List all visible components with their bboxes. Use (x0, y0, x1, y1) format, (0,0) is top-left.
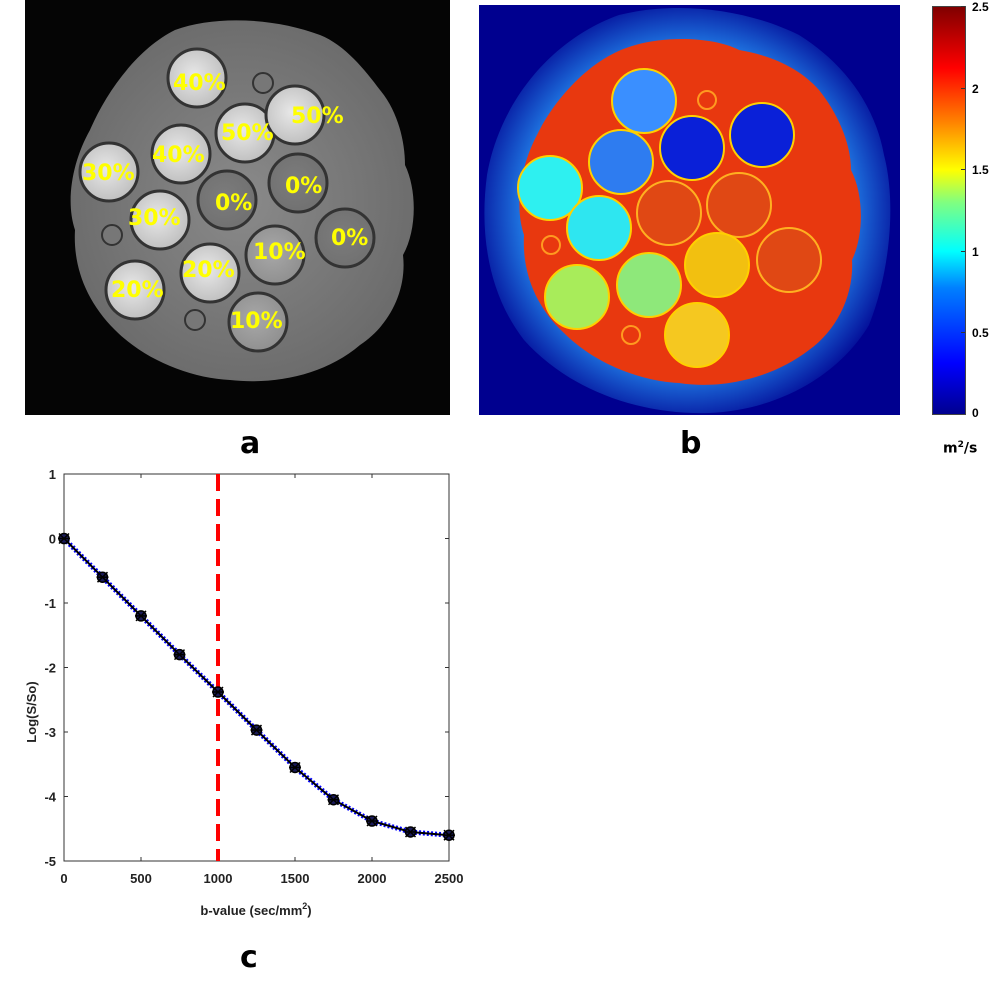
vial-label: 0% (285, 174, 322, 199)
vial-label: 50% (221, 121, 274, 146)
x-axis-label: b-value (sec/mm2) (200, 901, 311, 918)
data-point (96, 571, 109, 583)
data-point (250, 724, 263, 736)
unit-tail: /s (963, 440, 978, 457)
colorbar-tick-label: 2.5 (972, 0, 989, 14)
x-tick-label: 1500 (281, 871, 310, 886)
colorbar (932, 6, 966, 415)
vial-label: 10% (253, 240, 306, 265)
colorbar-tickmark (961, 332, 965, 333)
data-point (212, 686, 224, 698)
adc-vials (517, 68, 822, 368)
vial-label: 20% (182, 258, 235, 283)
vial-label: 40% (152, 143, 205, 168)
x-axis-label-main: b-value (sec/mm (200, 903, 302, 918)
vial-label: 0% (215, 191, 252, 216)
plot-frame (63, 473, 450, 862)
colorbar-tick-label: 0.5 (972, 326, 989, 340)
data-point (135, 610, 147, 622)
colorbar-tickmark (961, 169, 965, 170)
phantom-image: 40% 50% 50% 40% 30% 0% 0% 30% 10% 0% 20%… (70, 20, 414, 382)
x-tick-label: 2500 (435, 871, 464, 886)
adc-map-panel (479, 5, 900, 415)
tick-labels: 0 500 1000 1500 2000 2500 1 0 -1 -2 -3 -4 -5 (44, 467, 463, 886)
x-axis-label-sup: 2 (302, 901, 307, 911)
x-tick-label: 1000 (204, 871, 233, 886)
x-axis-label-tail: ) (307, 903, 311, 918)
data-point (366, 815, 378, 827)
colorbar-tickmark (961, 251, 965, 252)
vial-label: 50% (291, 104, 344, 129)
y-tick-label: -2 (44, 661, 56, 676)
data-point (173, 648, 186, 661)
data-point (289, 761, 301, 774)
data-point (443, 829, 455, 841)
vial-label: 10% (230, 309, 283, 334)
x-tick-label: 500 (130, 871, 152, 886)
vial-label: 20% (111, 278, 164, 303)
series-group (58, 532, 455, 841)
adc-map-image (484, 7, 891, 414)
chart-axes (63, 473, 450, 862)
y-tick-label: -1 (44, 596, 56, 611)
colorbar-tick-label: 1.5 (972, 163, 989, 177)
vial-label: 30% (128, 206, 181, 231)
y-tick-label: 0 (49, 532, 56, 547)
y-tick-label: 1 (49, 467, 56, 482)
vial-labels: 40% 50% 50% 40% 30% 0% 0% 30% 10% 0% 20%… (82, 71, 368, 334)
vial-label: 30% (82, 161, 135, 186)
data-point (404, 826, 417, 838)
colorbar-tick-label: 1 (972, 245, 979, 259)
vial-label: 40% (173, 71, 226, 96)
colorbar-tick-label: 2 (972, 82, 979, 96)
vial-label: 0% (331, 226, 368, 251)
phantom-image-panel: 40% 50% 50% 40% 30% 0% 0% 30% 10% 0% 20%… (25, 0, 450, 415)
data-point (58, 532, 70, 545)
colorbar-tickmark (961, 88, 965, 89)
signal-decay-chart: 0 500 1000 1500 2000 2500 1 0 -1 -2 -3 -4 -5 Log(S/S… (24, 467, 463, 918)
panel-label-b: b (680, 426, 702, 461)
panel-label-c: c (240, 940, 258, 975)
vials (78, 47, 376, 353)
y-tick-label: -4 (44, 790, 56, 805)
unit-sup: 2 (957, 440, 964, 450)
colorbar-tick-label: 0 (972, 406, 979, 420)
unit-base: m (943, 440, 958, 457)
x-tick-label: 0 (60, 871, 67, 886)
y-axis-label: Log(S/So) (24, 681, 39, 742)
colorbar-unit: m2/s (943, 440, 977, 457)
data-point (327, 793, 340, 806)
panel-label-a: a (240, 426, 261, 461)
colorbar-tickmark (961, 6, 965, 7)
y-tick-label: -3 (44, 725, 56, 740)
x-tick-label: 2000 (358, 871, 387, 886)
y-tick-label: -5 (44, 854, 56, 869)
